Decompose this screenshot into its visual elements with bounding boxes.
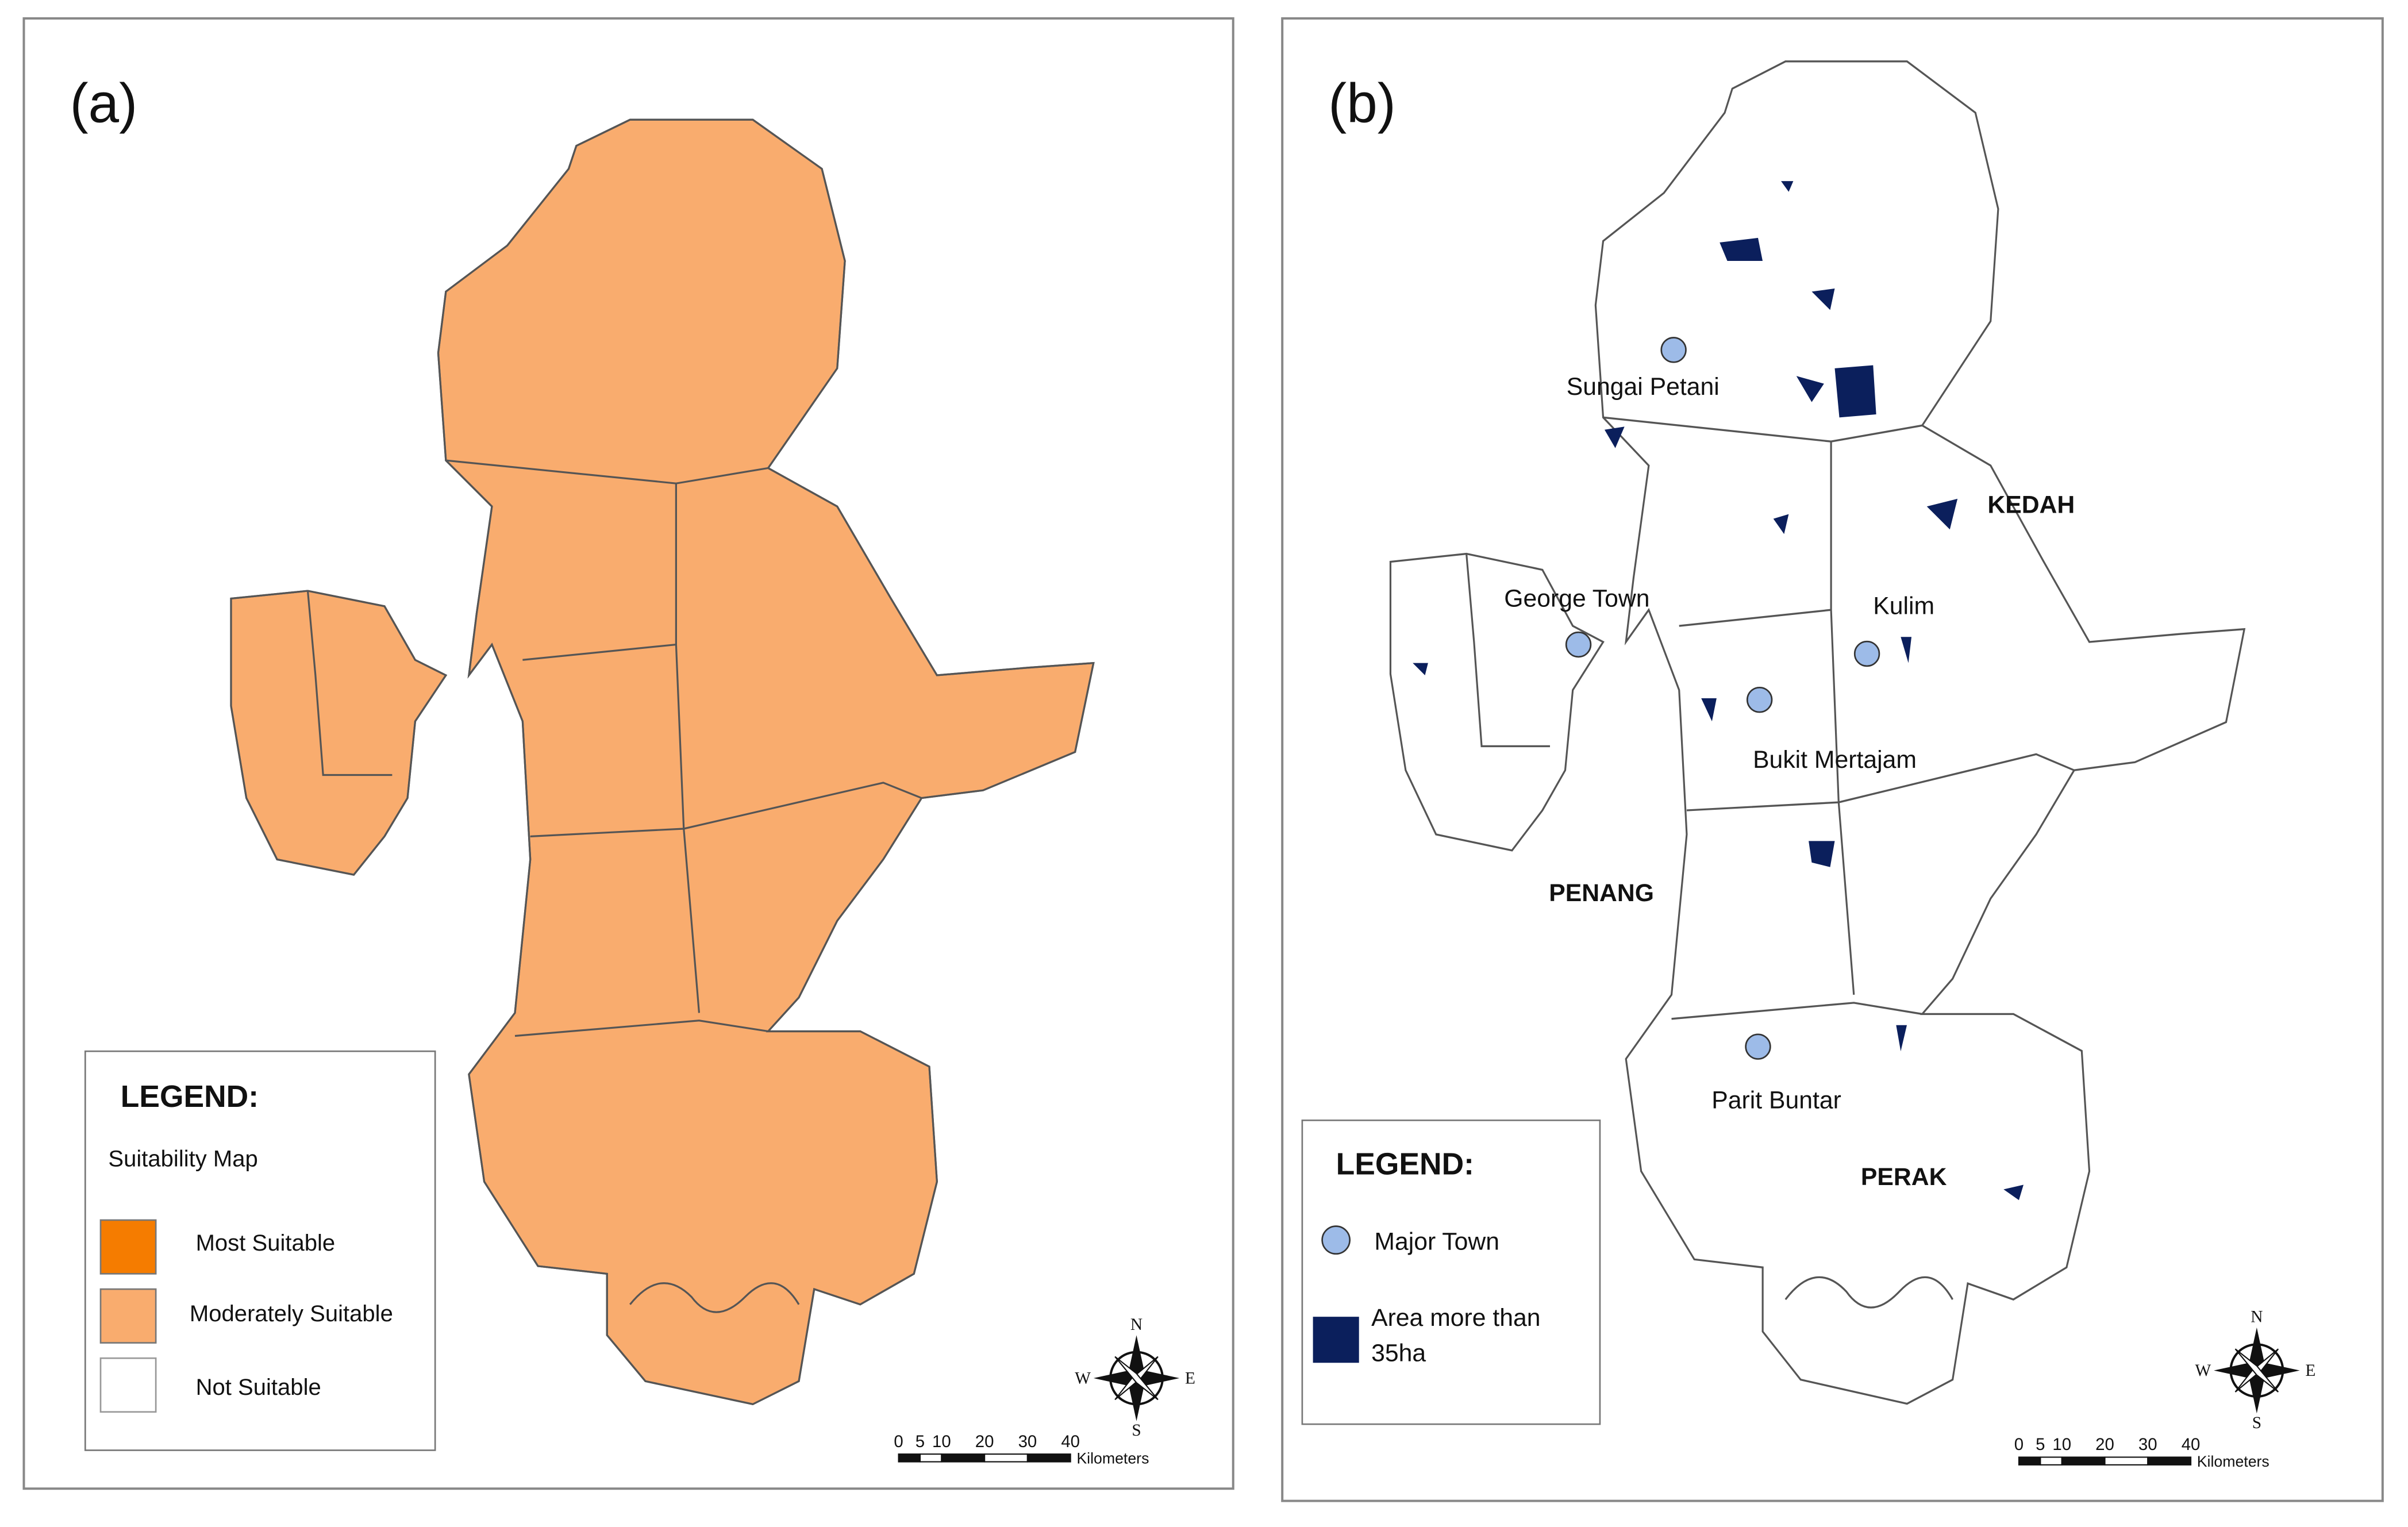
- scale-tick-label: 30: [2138, 1435, 2157, 1454]
- town-label: George Town: [1504, 584, 1649, 612]
- legend-box: [1301, 1120, 1601, 1425]
- panel-label: (b): [1328, 72, 1395, 134]
- scale-tick-label: 20: [975, 1432, 994, 1451]
- legend-subtitle: Suitability Map: [108, 1146, 257, 1171]
- legend-symbol: [1321, 1225, 1351, 1255]
- area-patch: [1773, 514, 1789, 534]
- area-patch: [1896, 1025, 1907, 1052]
- scale-segment: [1026, 1453, 1071, 1463]
- legend-label: Most Suitable: [196, 1230, 336, 1256]
- scale-segment: [2104, 1456, 2149, 1466]
- scale-tick-label: 5: [2036, 1435, 2045, 1454]
- legend-swatch: [99, 1357, 157, 1413]
- legend-swatch: [99, 1288, 157, 1344]
- town-marker: [1660, 337, 1687, 363]
- legend-symbol: [1313, 1317, 1359, 1363]
- compass-label: S: [2252, 1414, 2261, 1432]
- town-marker: [1565, 631, 1592, 658]
- town-label: Kulim: [1873, 593, 1934, 620]
- scale-segment: [898, 1453, 921, 1463]
- scale-unit: Kilometers: [2197, 1453, 2269, 1470]
- town-marker: [1853, 640, 1880, 667]
- area-patch: [1809, 841, 1835, 867]
- scale-unit: Kilometers: [1076, 1450, 1149, 1467]
- town-marker: [1745, 1033, 1771, 1060]
- legend-swatch: [99, 1219, 157, 1275]
- town-label: Bukit Mertajam: [1753, 746, 1917, 774]
- area-patch: [2003, 1184, 2024, 1201]
- scale-segment: [2061, 1456, 2106, 1466]
- compass-label: E: [1185, 1369, 1195, 1387]
- town-label: Parit Buntar: [1711, 1087, 1841, 1114]
- panel-label: (a): [70, 72, 137, 134]
- area-patch: [1604, 426, 1625, 448]
- scale-tick-label: 5: [915, 1432, 925, 1451]
- compass-label: S: [1132, 1421, 1141, 1440]
- area-patch: [1834, 365, 1876, 418]
- compass-label: E: [2305, 1361, 2315, 1380]
- scale-segment: [2018, 1456, 2041, 1466]
- area-patch: [1811, 289, 1835, 310]
- legend-label-box: Area more than 35ha: [1371, 1306, 1541, 1368]
- region-label: PENANG: [1549, 879, 1654, 907]
- legend-label: Major Town: [1374, 1228, 1499, 1255]
- scale-tick-label: 30: [1018, 1432, 1037, 1451]
- legend-label: Area more than 35ha: [1371, 1306, 1541, 1368]
- town-label: Sungai Petani: [1567, 373, 1720, 401]
- legend-label: Not Suitable: [196, 1375, 321, 1400]
- scale-tick-label: 0: [2014, 1435, 2024, 1454]
- scale-tick-label: 10: [932, 1432, 951, 1451]
- area-patch: [1901, 637, 1912, 663]
- scale-segment: [2040, 1456, 2063, 1466]
- scale-segment: [2147, 1456, 2192, 1466]
- area-patch: [1781, 181, 1794, 192]
- large-areas: [1413, 181, 2024, 1201]
- scale-tick-label: 40: [2182, 1435, 2201, 1454]
- area-patch: [1701, 698, 1717, 722]
- compass-label: N: [1130, 1316, 1143, 1334]
- area-patch: [1796, 376, 1824, 402]
- compass-label: W: [2195, 1361, 2211, 1380]
- legend-title: LEGEND:: [121, 1080, 259, 1114]
- scale-segment: [984, 1453, 1028, 1463]
- compass: N S E W: [1075, 1316, 1195, 1440]
- compass-label: W: [1075, 1369, 1091, 1387]
- region-label: KEDAH: [1987, 491, 2075, 518]
- area-patch: [1926, 498, 1958, 530]
- town-marker: [1746, 686, 1773, 713]
- scale-segment: [919, 1453, 943, 1463]
- scale-tick-label: 0: [894, 1432, 903, 1451]
- region-label: PERAK: [1861, 1163, 1947, 1191]
- scale-tick-label: 10: [2052, 1435, 2071, 1454]
- legend-title: LEGEND:: [1336, 1148, 1474, 1182]
- area-patch: [1413, 663, 1428, 675]
- scale-segment: [941, 1453, 986, 1463]
- scale-tick-label: 20: [2095, 1435, 2114, 1454]
- compass-label: N: [2251, 1308, 2263, 1326]
- legend-label: Moderately Suitable: [190, 1301, 393, 1326]
- area-patch: [1720, 237, 1763, 261]
- towns: Sungai Petani George Town Kulim Bukit Me…: [1504, 337, 1934, 1114]
- compass: N S E W: [2195, 1308, 2316, 1432]
- scale-tick-label: 40: [1061, 1432, 1080, 1451]
